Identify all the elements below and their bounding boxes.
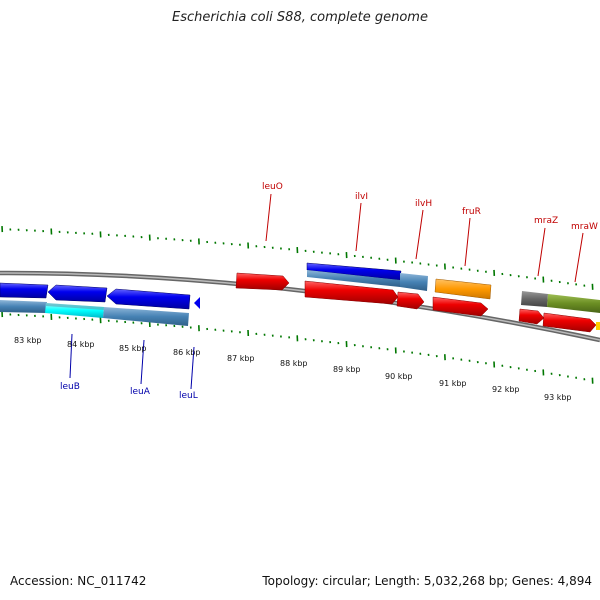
scale-label-90: 90 kbp (385, 372, 413, 381)
label-ilvH: ilvH (415, 199, 432, 209)
scale-label-88: 88 kbp (280, 359, 308, 368)
accession-text: Accession: NC_011742 (10, 574, 147, 588)
cds-bars-left (0, 300, 189, 326)
bottom-gene-labels: leuB leuA leuL (60, 382, 198, 401)
scale-label-91: 91 kbp (439, 379, 467, 388)
gene-leuC-region[interactable] (106, 288, 191, 310)
bottom-tick-track (1, 311, 594, 384)
gene-mraW[interactable] (547, 294, 600, 313)
label-mraW: mraW (571, 222, 598, 232)
scale-label-85: 85 kbp (119, 344, 147, 353)
label-leuO: leuO (262, 182, 283, 192)
scale-label-89: 89 kbp (333, 365, 361, 374)
scale-labels: 83 kbp 84 kbp 85 kbp 86 kbp 87 kbp 88 kb… (14, 336, 572, 402)
map-title: Escherichia coli S88, complete genome (172, 10, 428, 25)
scale-label-87: 87 kbp (227, 354, 255, 363)
gene-ilvH[interactable] (396, 291, 425, 310)
scale-label-93: 93 kbp (544, 393, 572, 402)
label-mraZ: mraZ (534, 216, 558, 226)
label-leuB: leuB (60, 382, 80, 392)
label-ilvI: ilvI (355, 192, 368, 202)
gene-leuL[interactable] (194, 297, 200, 309)
gene-fruR[interactable] (434, 278, 492, 300)
genome-summary-text: Topology: circular; Length: 5,032,268 bp… (262, 574, 592, 588)
gene-mraZ[interactable] (521, 291, 548, 307)
gene-leuB[interactable] (0, 282, 49, 299)
scale-label-86: 86 kbp (173, 348, 201, 357)
label-leuA: leuA (130, 387, 151, 397)
top-gene-labels: leuO ilvI ilvH fruR mraZ mraW (262, 182, 598, 232)
scale-label-83: 83 kbp (14, 336, 42, 345)
label-leuL: leuL (179, 391, 198, 401)
gene-leuO[interactable] (235, 272, 290, 291)
gene-ilvI[interactable] (304, 280, 399, 305)
bottom-label-leaders (69, 333, 195, 390)
label-fruR: fruR (462, 207, 481, 217)
forward-strand-genes (235, 262, 600, 333)
gene-leuA[interactable] (47, 284, 108, 303)
top-label-leaders (265, 193, 584, 283)
top-tick-track (1, 226, 594, 290)
reverse-strand-genes (0, 282, 200, 310)
scale-label-92: 92 kbp (492, 385, 520, 394)
scale-label-84: 84 kbp (67, 340, 95, 349)
